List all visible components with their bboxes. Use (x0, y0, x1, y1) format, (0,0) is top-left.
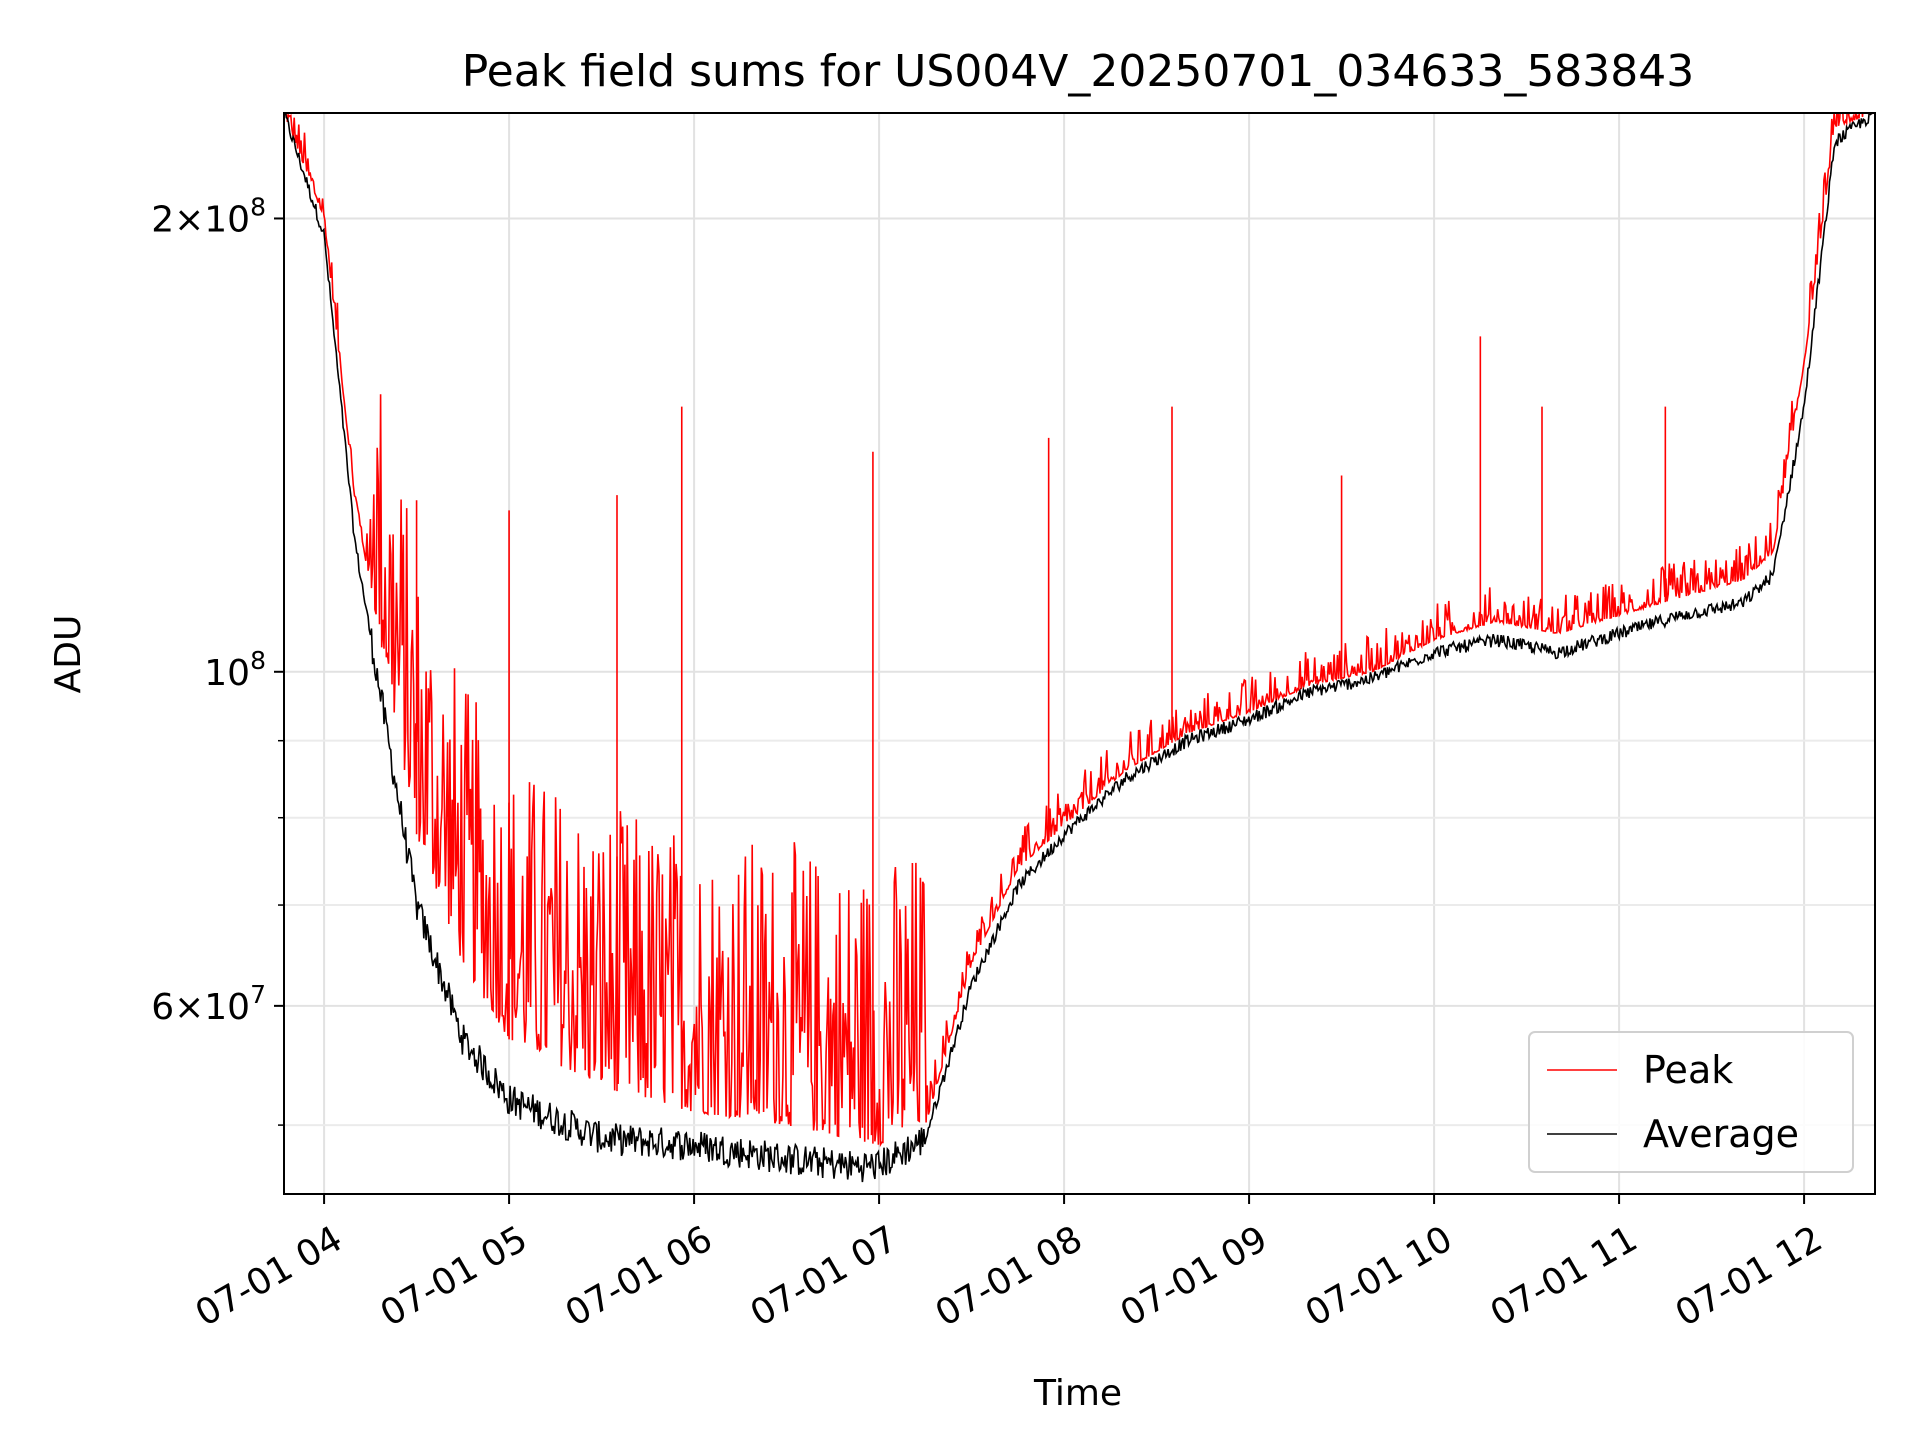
x-tick-label: 07-01 09 (1114, 1218, 1275, 1334)
y-tick-label: 6×107 (151, 980, 266, 1028)
y-tick-label: 108 (204, 646, 266, 694)
series-peak-line (285, 113, 1873, 1148)
legend-label: Peak (1643, 1048, 1733, 1092)
x-tick-label: 07-01 05 (374, 1218, 535, 1334)
y-axis-label: ADU (48, 615, 89, 694)
legend-box (1528, 1031, 1854, 1173)
x-tick-label: 07-01 08 (929, 1218, 1090, 1334)
legend: Peak Average (1528, 1031, 1854, 1173)
x-tick-label: 07-01 06 (559, 1218, 720, 1334)
legend-label: Average (1643, 1112, 1799, 1156)
x-tick-label: 07-01 11 (1484, 1218, 1645, 1334)
chart-title: Peak field sums for US004V_20250701_0346… (462, 46, 1695, 97)
plot-area (284, 113, 1875, 1183)
axes-frame (283, 112, 1876, 1195)
x-tick-label: 07-01 10 (1299, 1218, 1460, 1334)
x-axis-label: Time (1033, 1373, 1122, 1414)
x-tick-label: 07-01 07 (744, 1218, 905, 1334)
series-average-line (284, 113, 1875, 1183)
x-tick-label: 07-01 04 (189, 1218, 350, 1334)
y-tick-label: 2×108 (151, 192, 266, 240)
x-tick-label: 07-01 12 (1669, 1218, 1830, 1334)
